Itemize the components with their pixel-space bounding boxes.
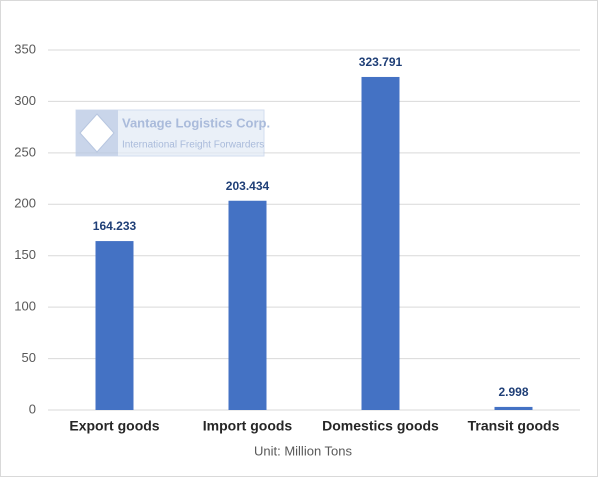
y-tick-label: 300: [14, 93, 36, 108]
bar: [494, 406, 533, 410]
value-label: 323.791: [359, 55, 403, 69]
bar: [95, 241, 134, 410]
y-tick-label: 100: [14, 299, 36, 314]
value-label: 164.233: [93, 219, 137, 233]
y-tick-label: 50: [22, 350, 36, 365]
watermark: Vantage Logistics Corp. International Fr…: [75, 109, 270, 157]
watermark-subtitle: International Freight Forwarders: [122, 140, 264, 151]
x-tick-label: Export goods: [69, 418, 159, 434]
y-tick-label: 250: [14, 144, 36, 159]
value-label: 2.998: [498, 385, 528, 399]
bar: [228, 200, 267, 410]
y-tick-label: 200: [14, 196, 36, 211]
watermark-logo: [79, 113, 115, 153]
x-tick-label: Transit goods: [468, 418, 560, 434]
x-tick-label: Import goods: [203, 418, 293, 434]
y-tick-label: 0: [29, 401, 36, 416]
watermark-title: Vantage Logistics Corp.: [122, 115, 270, 130]
y-tick-label: 150: [14, 247, 36, 262]
bar: [361, 76, 400, 410]
x-axis-label: Unit: Million Tons: [254, 443, 353, 458]
x-tick-label: Domestics goods: [322, 418, 439, 434]
value-label: 203.434: [226, 179, 270, 193]
y-tick-label: 350: [14, 41, 36, 56]
